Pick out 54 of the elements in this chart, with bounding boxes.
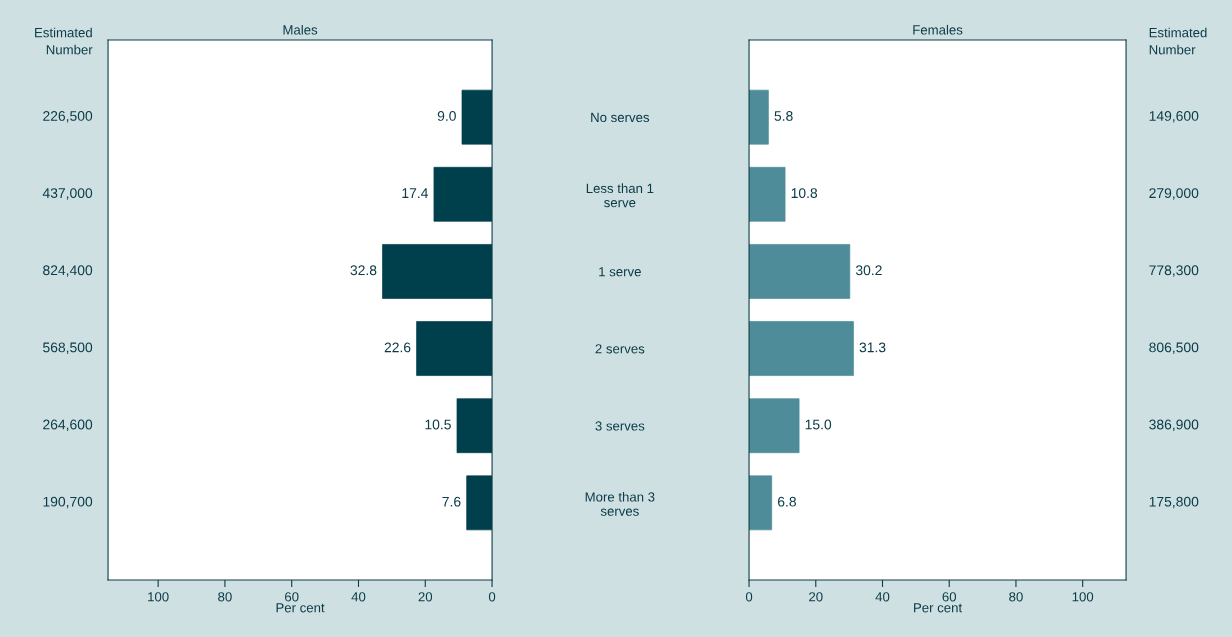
x-tick-label: 20 <box>809 592 823 602</box>
data-label: 6.8 <box>778 496 796 507</box>
x-tick-label: 40 <box>351 592 366 602</box>
text: 279,000 <box>1149 188 1199 200</box>
chart-title: Females <box>913 24 963 35</box>
x-tick-label: 40 <box>875 592 890 602</box>
text: 175,800 <box>1149 496 1199 509</box>
text: 149,600 <box>1149 111 1199 123</box>
data-label: 9.0 <box>437 111 456 121</box>
x-tick-label: 60 <box>942 592 957 602</box>
x-tick-label: 80 <box>1009 592 1023 602</box>
text: Estimated Number <box>1149 27 1207 55</box>
data-label: 22.6 <box>384 342 411 353</box>
text: 437,000 <box>42 188 93 200</box>
data-label: 10.8 <box>791 188 818 199</box>
bar <box>749 475 773 531</box>
data-label: 5.8 <box>774 111 793 121</box>
text: 568,500 <box>43 342 93 354</box>
x-tick-label: 60 <box>285 592 299 602</box>
x-tick-label: 100 <box>1072 592 1094 602</box>
bar <box>749 89 769 145</box>
data-label: 17.4 <box>402 188 428 198</box>
y-tick-label: 1 serve <box>599 267 641 277</box>
y-tick-label: 2 serves <box>595 344 645 354</box>
y-tick-label: More than 3 serves <box>585 491 655 516</box>
x-tick-label: 20 <box>418 592 433 602</box>
data-label: 30.2 <box>855 265 882 276</box>
text: 778,300 <box>1149 265 1199 277</box>
chart-title: Males <box>283 24 318 35</box>
text: 226,500 <box>43 111 93 123</box>
bar <box>749 244 851 299</box>
y-tick-label: No serves <box>591 112 650 123</box>
text: 386,900 <box>1149 419 1199 432</box>
text: 190,700 <box>43 496 93 509</box>
bar <box>749 398 800 454</box>
data-label: 7.6 <box>442 496 461 507</box>
text: Estimated Number <box>35 27 93 55</box>
text: 824,400 <box>43 265 93 277</box>
x-tick-label: 0 <box>488 592 496 602</box>
data-label: 10.5 <box>425 419 451 430</box>
text: 806,500 <box>1149 342 1199 354</box>
x-tick-label: 100 <box>148 592 169 602</box>
bar <box>749 321 854 376</box>
bar <box>749 166 786 222</box>
data-label: 15.0 <box>805 419 832 430</box>
x-axis-title: Per cent <box>276 603 325 613</box>
y-tick-label: 3 serves <box>595 421 645 431</box>
x-tick-label: 80 <box>218 592 232 602</box>
data-label: 31.3 <box>859 342 886 353</box>
x-tick-label: 0 <box>745 592 753 602</box>
text: 264,600 <box>43 419 93 432</box>
y-tick-label: Less than 1 serve <box>586 183 654 208</box>
data-label: 32.8 <box>350 265 377 276</box>
x-axis-title: Per cent <box>914 603 963 613</box>
